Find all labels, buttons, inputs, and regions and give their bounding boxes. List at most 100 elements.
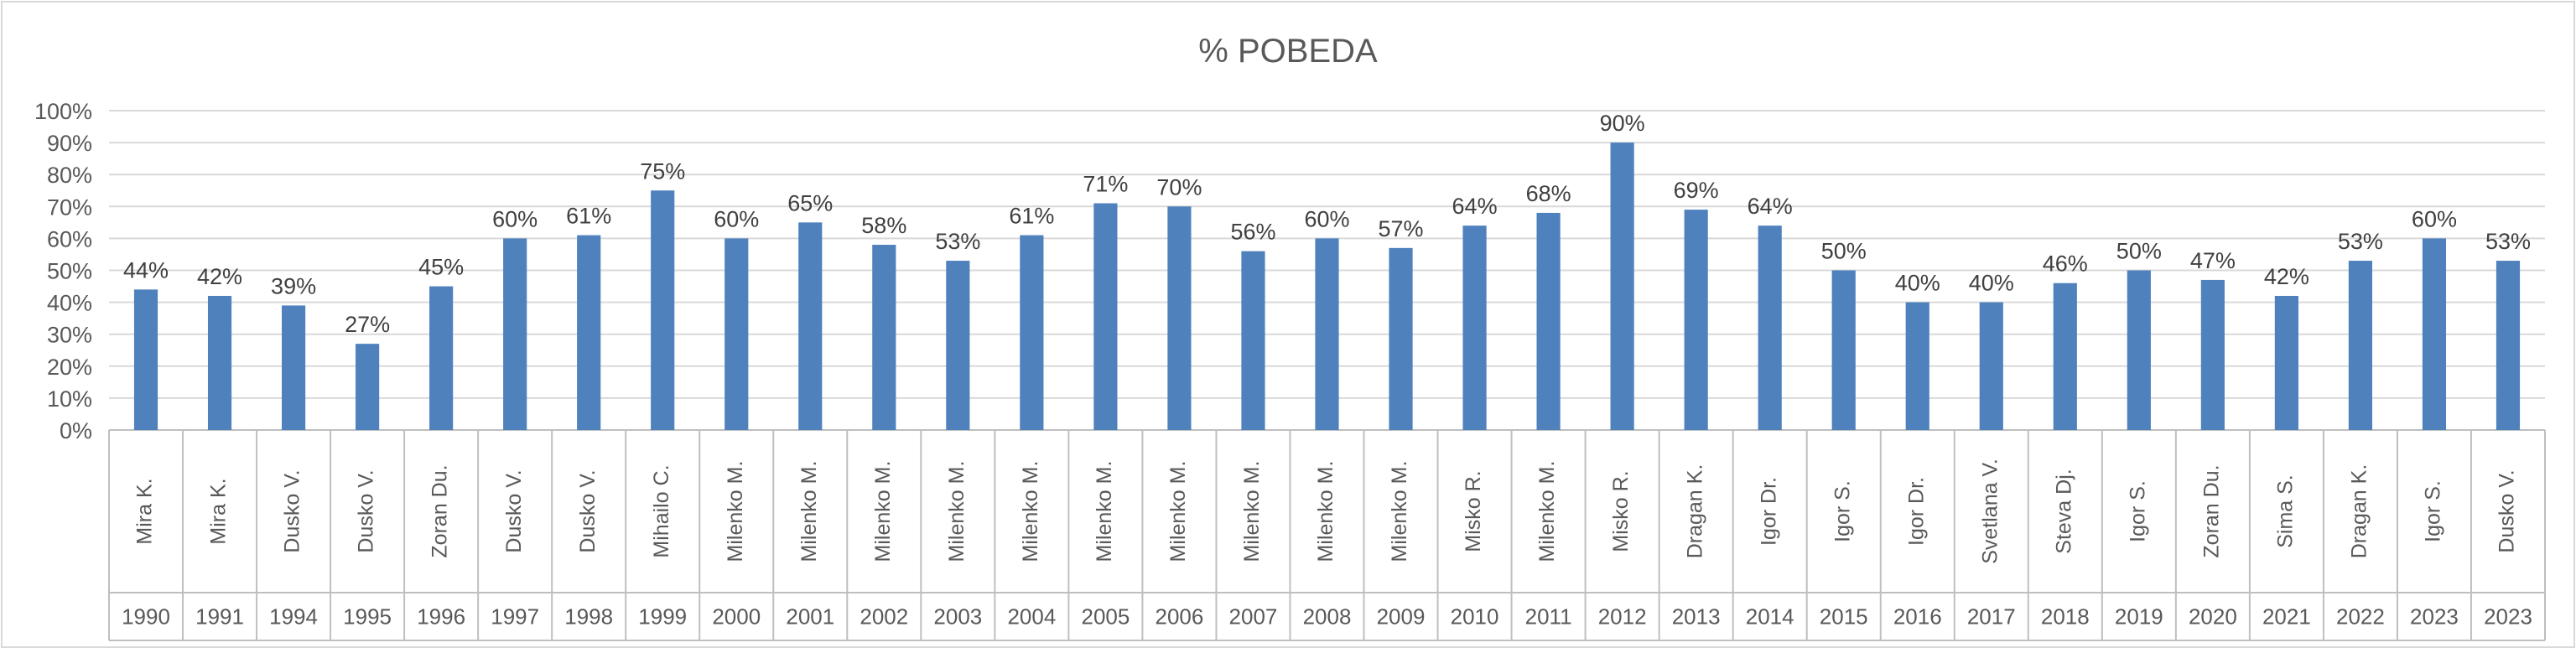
bar [1979,302,2003,430]
data-label: 40% [1895,271,1940,296]
x-tick-label-name: Igor Dr. [1757,477,1780,546]
x-tick-label-year: 2016 [1893,604,1942,630]
x-tick-label-name: Dusko V. [2496,469,2519,552]
x-tick-label-name: Dragan K. [2348,464,2371,559]
data-label: 27% [345,312,390,337]
bars [133,143,2521,431]
x-tick-label-name: Zoran Du. [428,464,452,557]
bar [2200,279,2225,430]
x-tick-label-name: Dusko V. [281,469,304,552]
x-tick-label-name: Dusko V. [355,469,378,552]
data-label: 58% [861,213,906,238]
x-tick-label-name: Milenko M. [1093,461,1116,562]
data-label: 65% [787,190,833,215]
y-tick-label: 20% [47,355,92,380]
x-tick-label-year: 2018 [2041,604,2090,630]
data-label: 64% [1452,194,1498,219]
x-tick-label-name: Dusko V. [502,469,526,552]
data-label: 56% [1230,220,1275,245]
bar [1610,143,1634,430]
data-label: 50% [2116,239,2162,264]
x-tick-label-year: 2004 [1007,604,1056,630]
x-tick-label-name: Milenko M. [871,461,895,562]
y-tick-label: 10% [47,386,92,412]
data-label: 53% [2338,229,2383,254]
bar [872,245,896,430]
bar [577,235,601,430]
data-label: 70% [1156,174,1202,200]
x-tick-label-name: Zoran Du. [2199,464,2223,557]
y-tick-label: 90% [47,131,92,156]
data-label: 40% [1969,271,2014,296]
x-tick-label-year: 2011 [1525,604,1572,630]
bar [2127,270,2151,430]
x-tick-label-name: Milenko M. [724,461,747,562]
x-tick-label-year: 2015 [1820,604,1868,630]
x-tick-label-name: Misko R. [1609,470,1633,552]
x-tick-label-year: 2019 [2115,604,2163,630]
x-tick-label-year: 2002 [860,604,908,630]
bar [207,295,232,430]
bar [1167,206,1192,431]
x-tick-label-year: 2014 [1746,604,1794,630]
x-tick-label-year: 1996 [417,604,465,630]
data-label: 60% [714,206,759,231]
data-label: 47% [2190,248,2236,273]
x-tick-label-year: 2009 [1377,604,1426,630]
x-tick-label-name: Igor S. [2126,480,2149,542]
bar [1536,212,1561,431]
y-tick-label: 80% [47,163,92,188]
x-tick-label-year: 2001 [786,604,834,630]
bar [651,190,675,430]
x-tick-label-name: Mira K. [207,478,231,544]
data-label: 71% [1083,171,1128,196]
x-tick-label-name: Dragan K. [1683,464,1706,559]
x-tick-label-name: Mihailo C. [650,464,673,557]
y-tick-label: 0% [60,418,92,443]
x-tick-label-name: Milenko M. [945,461,969,562]
x-tick-label-name: Mira K. [133,478,157,544]
x-tick-label-name: Milenko M. [1535,461,1559,562]
x-tick-label-year: 2003 [933,604,982,630]
y-tick-label: 30% [47,323,92,348]
bar [1831,270,1856,430]
x-tick-label-year: 2013 [1672,604,1721,630]
data-label: 53% [2485,229,2531,254]
x-tick-label-year: 1999 [638,604,687,630]
data-label: 64% [1748,194,1793,219]
x-tick-label-year: 2006 [1156,604,1204,630]
data-labels: 44% 42% 39% 27% 45% 60% 61% 75% 60% 65% 58% 53% 61% 7… [123,111,2531,337]
data-label: 39% [271,273,316,298]
data-label: 60% [1304,206,1349,231]
x-tick-label-year: 1998 [564,604,613,630]
data-label: 68% [1526,181,1571,206]
bar [1093,203,1118,431]
y-axis-tick-labels: 0% 10% 20% 30% 40% 50% 60% 70% 80% 90% 100% [34,99,92,443]
x-tick-label-name: Igor S. [2422,480,2445,542]
x-tick-label-name: Igor Dr. [1904,477,1928,546]
x-tick-label-name: Milenko M. [1388,461,1411,562]
x-tick-label-name: Milenko M. [1314,461,1337,562]
bar [1462,225,1487,430]
x-tick-label-year: 2012 [1598,604,1647,630]
x-tick-label-year: 2023 [2410,604,2459,630]
data-label: 44% [123,257,169,282]
x-tick-label-year: 1997 [491,604,539,630]
bar [1241,251,1265,430]
bar [1315,238,1339,430]
x-tick-label-year: 2007 [1229,604,1278,630]
bar [1684,210,1708,431]
y-tick-label: 40% [47,291,92,316]
y-tick-label: 70% [47,194,92,220]
x-tick-label-year: 2008 [1303,604,1352,630]
data-label: 50% [1821,239,1867,264]
bar [2274,295,2298,430]
x-tick-label-year: 2017 [1967,604,2016,630]
x-tick-label-year: 1990 [122,604,170,630]
bar [2496,261,2521,430]
data-label: 69% [1674,178,1719,203]
data-label: 60% [492,206,538,231]
bar [2053,282,2077,430]
